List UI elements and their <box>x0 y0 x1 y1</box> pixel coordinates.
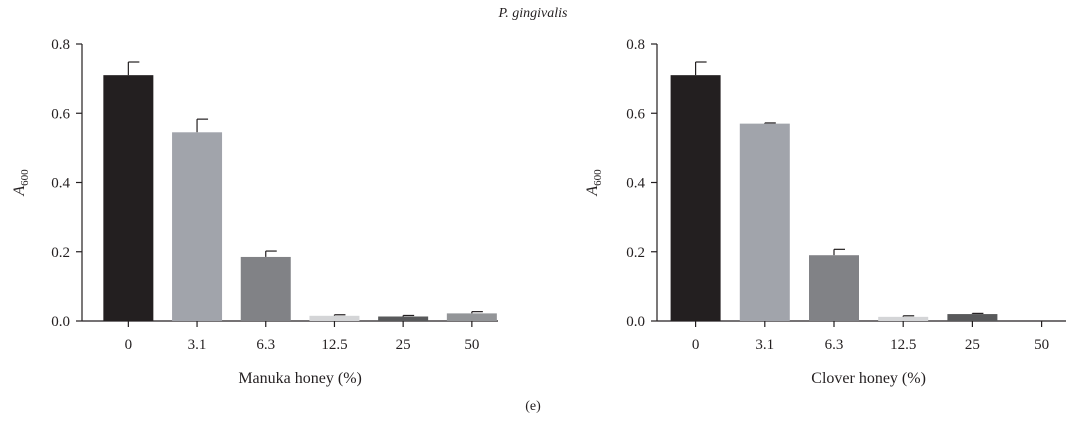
bar-50 <box>446 313 497 321</box>
y-tick-label: 0.0 <box>51 314 70 330</box>
x-tick-label: 6.3 <box>825 337 844 353</box>
x-tick-label: 0 <box>692 337 700 353</box>
y-tick-label: 0.8 <box>51 37 70 53</box>
x-tick-label: 12.5 <box>890 337 916 353</box>
bar-6.3 <box>809 255 859 321</box>
x-axis-label: Manuka honey (%) <box>238 370 362 387</box>
bar-25 <box>378 316 429 321</box>
y-tick-label: 0.6 <box>626 106 645 122</box>
bar-3.1 <box>739 123 790 321</box>
y-tick-label: 0.2 <box>626 245 645 261</box>
bar-0 <box>103 75 154 321</box>
x-tick-label: 0 <box>125 337 133 353</box>
y-axis-label: A600 <box>584 169 604 197</box>
bar-12.5 <box>878 316 929 321</box>
x-tick-label: 3.1 <box>755 337 774 353</box>
bar-6.3 <box>240 256 291 321</box>
x-tick-label: 12.5 <box>321 337 347 353</box>
x-tick-label: 50 <box>464 337 479 353</box>
x-tick-label: 3.1 <box>188 337 207 353</box>
y-tick-label: 0.6 <box>51 106 70 122</box>
chart-panel-2: 0.0 0.2 0.4 0.6 0.8 0 3.1 6.3 12.5 25 50 Clover hon… <box>584 37 1066 387</box>
figure-title: P. gingivalis <box>498 6 568 21</box>
y-tick-label: 0.0 <box>626 314 645 330</box>
y-tick-label: 0.2 <box>51 245 70 261</box>
x-tick-label: 25 <box>965 337 980 353</box>
x-tick-label: 50 <box>1034 337 1049 353</box>
y-tick-label: 0.8 <box>626 37 645 53</box>
x-tick-label: 6.3 <box>256 337 275 353</box>
y-axis-label: A600 <box>11 169 31 197</box>
figure-caption: (e) <box>525 399 541 414</box>
y-tick-label: 0.4 <box>51 176 70 192</box>
bar-0 <box>670 75 721 321</box>
bar-12.5 <box>309 315 360 321</box>
bar-3.1 <box>172 132 223 321</box>
y-tick-label: 0.4 <box>626 176 645 192</box>
x-axis-label: Clover honey (%) <box>811 370 926 387</box>
bar-25 <box>947 314 998 321</box>
chart-panel-1: 0.0 0.2 0.4 0.6 0.8 0 3.1 6.3 12.5 25 50 Manuka hon… <box>11 37 498 387</box>
x-tick-label: 25 <box>396 337 411 353</box>
